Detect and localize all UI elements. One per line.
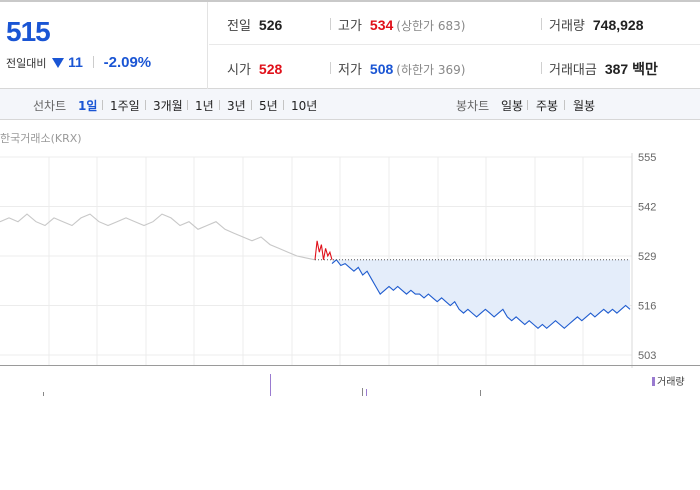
price-box: 515 전일대비 11 -2.09%	[0, 2, 208, 89]
stat-note: (상한가 683)	[396, 19, 466, 33]
change-percent: -2.09%	[103, 54, 152, 71]
period-3m[interactable]: 3개월	[153, 99, 183, 113]
legend-swatch	[652, 377, 655, 386]
change-amount: 11	[68, 54, 83, 70]
y-axis: 555 542 529 516 503	[638, 152, 656, 362]
y-tick-label: 555	[638, 152, 656, 164]
candle-chart-label: 봉차트	[456, 99, 490, 113]
change-row: 전일대비 11 -2.09%	[6, 54, 151, 71]
stat-label: 거래량	[549, 19, 585, 34]
divider	[283, 100, 284, 110]
period-3y[interactable]: 3년	[227, 99, 246, 113]
stat-value: 508	[369, 61, 394, 77]
y-tick-label: 542	[638, 202, 656, 214]
period-1d[interactable]: 1일	[78, 99, 98, 113]
period-5y[interactable]: 5년	[259, 99, 278, 113]
volume-bar	[366, 389, 367, 396]
stat-label: 거래대금	[549, 63, 597, 78]
divider	[102, 100, 103, 110]
period-1y[interactable]: 1년	[195, 99, 214, 113]
above-open-line	[314, 240, 333, 260]
candle-monthly[interactable]: 월봉	[573, 99, 596, 113]
stat-value: 748,928	[592, 17, 644, 33]
stat-open: 시가 528	[227, 59, 282, 78]
price-fill	[332, 259, 630, 329]
stat-value: 387 백만	[604, 61, 658, 77]
price-lines	[0, 213, 631, 330]
divider	[92, 56, 94, 68]
stat-high: 고가 534 (상한가 683)	[338, 15, 465, 34]
stat-amount: 거래대금 387 백만	[549, 59, 658, 79]
y-tick-label: 529	[638, 251, 656, 263]
divider	[541, 62, 542, 74]
volume-bar	[480, 390, 481, 396]
divider	[564, 100, 565, 110]
stat-note: (하한가 369)	[396, 63, 466, 77]
chart-source: 한국거래소(KRX)	[0, 132, 82, 145]
y-tick-label: 516	[638, 301, 656, 313]
volume-bar	[270, 374, 271, 396]
below-open-line	[331, 259, 631, 330]
divider	[187, 100, 188, 110]
legend-label: 거래량	[657, 377, 685, 388]
divider	[330, 18, 331, 30]
below-open-fill	[332, 259, 630, 329]
volume-bar	[43, 392, 44, 396]
stat-value: 526	[258, 17, 283, 33]
divider	[541, 18, 542, 30]
volume-legend: 거래량	[652, 373, 685, 388]
period-1w[interactable]: 1주일	[110, 99, 140, 113]
divider	[145, 100, 146, 110]
stat-value: 528	[258, 61, 283, 77]
top-border	[0, 0, 700, 2]
chart-toolbar: 선차트 1일 1주일 3개월 1년 3년 5년 10년 봉차트 일봉 주봉 월봉	[0, 89, 700, 120]
change-label: 전일대비	[6, 57, 47, 70]
stat-low: 저가 508 (하한가 369)	[338, 59, 465, 78]
stat-volume: 거래량 748,928	[549, 15, 644, 34]
line-chart-label: 선차트	[33, 99, 67, 113]
divider	[219, 100, 220, 110]
divider	[251, 100, 252, 110]
stat-label: 시가	[227, 63, 251, 78]
stats-grid: 전일 526 고가 534 (상한가 683) 거래량 748,928 시가 528 저가…	[209, 2, 700, 89]
divider	[330, 62, 331, 74]
price-chart: 555 542 529 516 503	[0, 152, 700, 396]
volume-area	[43, 374, 481, 396]
candle-daily[interactable]: 일봉	[501, 99, 524, 113]
y-tick-label: 503	[638, 350, 656, 362]
stat-label: 전일	[227, 19, 251, 34]
stat-label: 고가	[338, 19, 362, 34]
row-divider	[209, 44, 700, 45]
stat-value: 534	[369, 17, 394, 33]
volume-bar	[362, 388, 363, 396]
stat-label: 저가	[338, 63, 362, 78]
divider	[527, 100, 528, 110]
period-10y[interactable]: 10년	[291, 99, 318, 113]
pre-open-line	[0, 213, 316, 261]
quote-header: 515 전일대비 11 -2.09% 전일 526 고가 534 (상한가 683) …	[0, 0, 700, 89]
current-price: 515	[6, 16, 51, 47]
stat-prev-close: 전일 526	[227, 15, 282, 34]
candle-weekly[interactable]: 주봉	[536, 99, 559, 113]
down-triangle-icon	[52, 58, 65, 68]
